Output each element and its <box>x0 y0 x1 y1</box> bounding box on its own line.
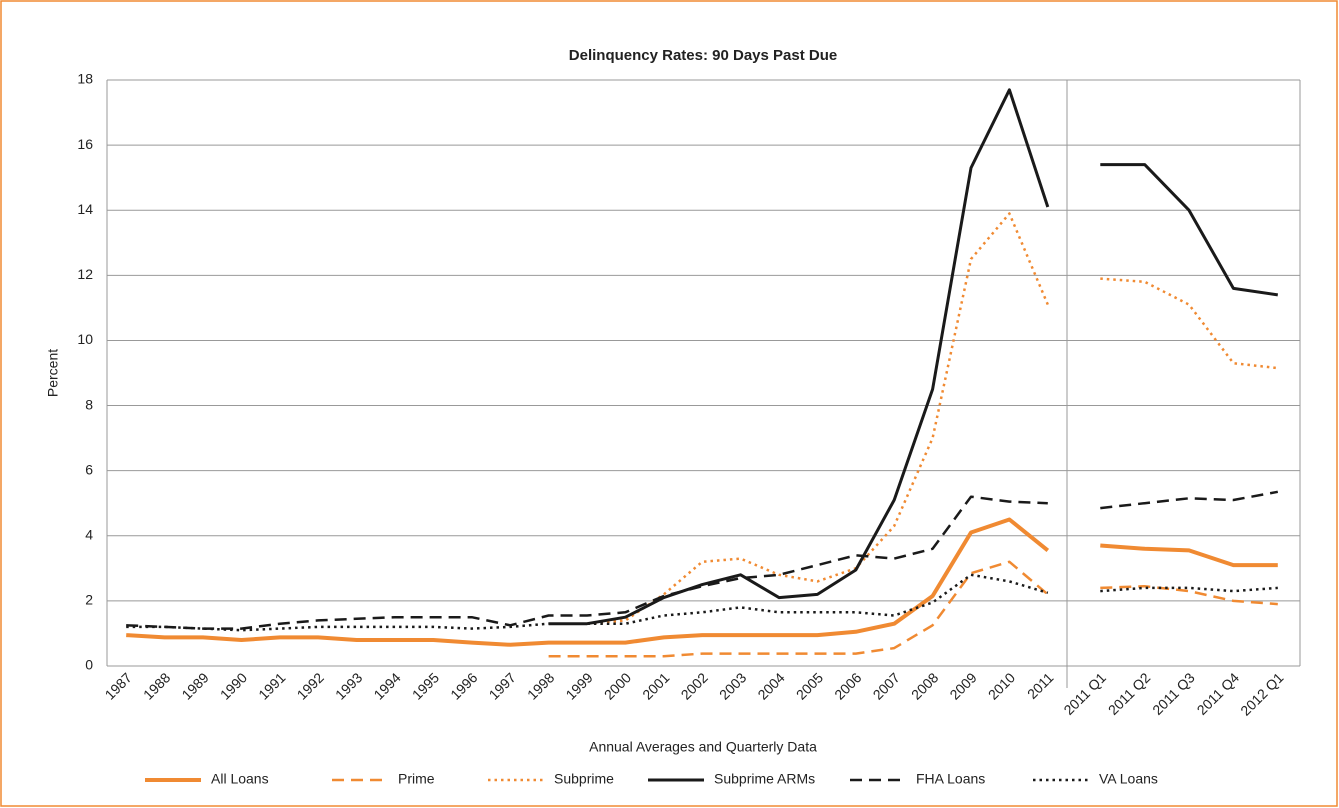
chart-title: Delinquency Rates: 90 Days Past Due <box>569 47 837 64</box>
y-tick-label: 18 <box>77 71 93 87</box>
x-tick-label: 2000 <box>601 669 634 702</box>
x-tick-label: 2010 <box>985 669 1018 702</box>
x-tick-label: 2008 <box>908 669 941 702</box>
x-tick-label: 1991 <box>255 669 288 702</box>
x-tick-label: 1992 <box>294 669 327 702</box>
y-tick-label: 14 <box>77 201 93 217</box>
series-line <box>548 88 1279 626</box>
y-tick-label: 0 <box>85 657 93 673</box>
series-line <box>548 212 1278 625</box>
x-tick-label: 1993 <box>332 669 365 702</box>
x-tick-label: 1994 <box>370 669 403 702</box>
x-tick-label: 2011 <box>1024 669 1057 702</box>
x-tick-label: 1998 <box>524 669 557 702</box>
x-tick-label: 1988 <box>140 669 173 702</box>
x-tick-label: 2004 <box>754 669 787 702</box>
series-line <box>126 517 1278 647</box>
x-tick-label: 2011 Q2 <box>1105 669 1154 718</box>
y-axis-title: Percent <box>45 349 61 397</box>
x-tick-label: 2011 Q4 <box>1194 669 1243 718</box>
legend-label: Prime <box>398 771 435 787</box>
legend-label: FHA Loans <box>916 771 985 787</box>
x-tick-label: 2005 <box>793 669 826 702</box>
x-tick-label: 1995 <box>409 669 442 702</box>
legend-label: VA Loans <box>1099 771 1158 787</box>
x-tick-label: 2001 <box>639 669 672 702</box>
x-tick-label: 2006 <box>831 669 864 702</box>
y-tick-label: 10 <box>77 331 93 347</box>
x-tick-label: 1997 <box>486 669 519 702</box>
x-tick-label: 1987 <box>102 669 135 702</box>
y-tick-label: 12 <box>77 266 93 282</box>
x-tick-label: 1989 <box>178 669 211 702</box>
series-line <box>126 490 1279 630</box>
x-tick-label: 2009 <box>946 669 979 702</box>
x-tick-label: 1990 <box>217 669 250 702</box>
y-tick-label: 6 <box>85 461 93 477</box>
x-tick-label: 1999 <box>562 669 595 702</box>
legend-label: Subprime <box>554 771 614 787</box>
y-tick-label: 8 <box>85 396 93 412</box>
x-tick-label: 2003 <box>716 669 749 702</box>
x-tick-label: 1996 <box>447 669 480 702</box>
x-axis-title: Annual Averages and Quarterly Data <box>589 739 817 755</box>
legend-label: All Loans <box>211 771 269 787</box>
x-tick-label: 2011 Q1 <box>1060 669 1109 718</box>
x-tick-label: 2011 Q3 <box>1149 669 1198 718</box>
y-tick-label: 2 <box>85 592 93 608</box>
y-tick-label: 4 <box>85 526 93 542</box>
x-tick-label: 2012 Q1 <box>1237 669 1286 718</box>
x-tick-label: 2007 <box>870 669 903 702</box>
x-tick-label: 2002 <box>678 669 711 702</box>
legend-label: Subprime ARMs <box>714 771 815 787</box>
y-tick-label: 16 <box>77 136 93 152</box>
series-line <box>548 560 1278 658</box>
